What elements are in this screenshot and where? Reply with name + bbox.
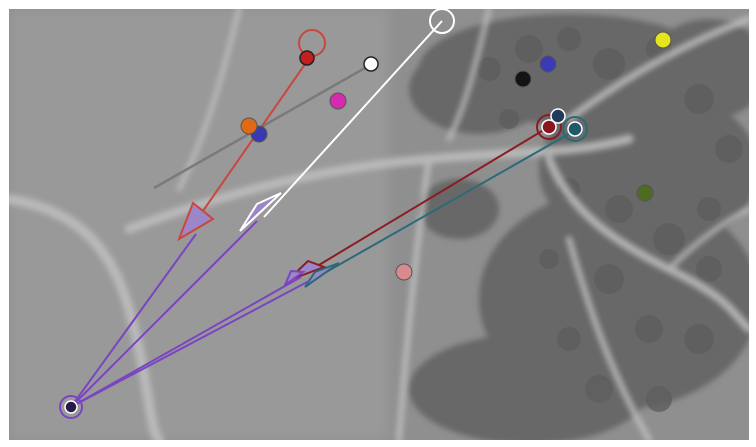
blue-marker-top [539,55,557,73]
pink-marker [395,263,413,281]
red-marker [299,50,315,66]
olive-marker [636,184,654,202]
black-marker [514,70,532,88]
white-trajectory-arrow [239,9,455,232]
darkred-marker [541,119,557,135]
aerial-map-view [9,9,749,440]
orange-marker [240,117,258,135]
vegetation-texture [477,27,743,412]
yellow-marker [654,31,672,49]
purple-trajectory-arrow [59,220,310,419]
teal-marker [567,121,583,137]
vegetation-area [409,14,749,440]
white-marker [363,56,379,72]
teal-trajectory-arrow [304,116,588,288]
purple-origin-marker [64,400,78,414]
navy-marker [550,108,566,124]
magenta-marker [329,92,347,110]
